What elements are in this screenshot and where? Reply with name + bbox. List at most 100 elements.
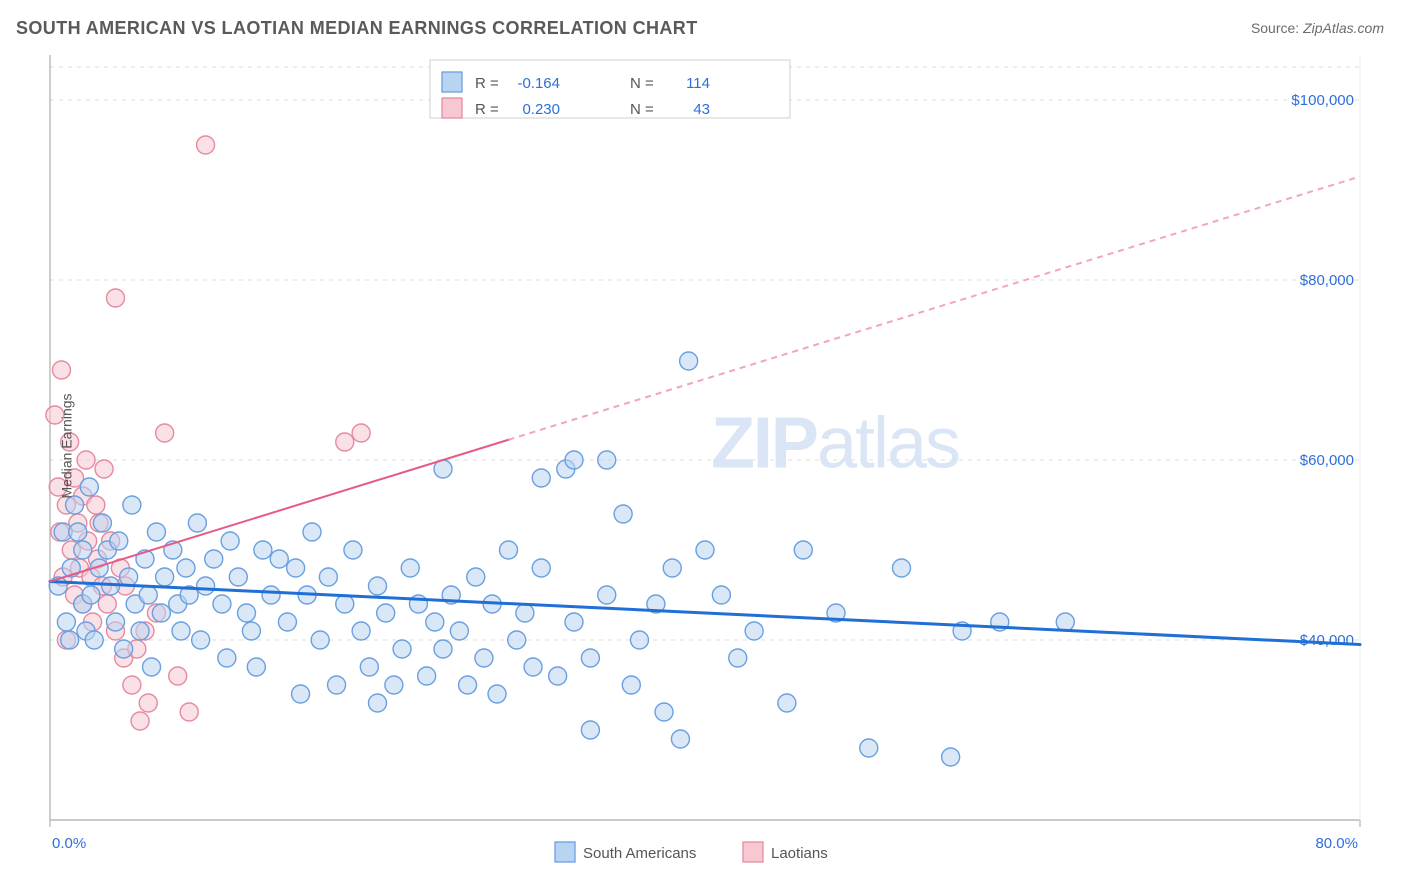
point-south_americans [61, 631, 79, 649]
point-south_americans [369, 577, 387, 595]
point-south_americans [516, 604, 534, 622]
point-south_americans [377, 604, 395, 622]
point-south_americans [85, 631, 103, 649]
point-laotians [107, 289, 125, 307]
point-south_americans [336, 595, 354, 613]
point-laotians [156, 424, 174, 442]
legend-R-value: -0.164 [517, 75, 560, 92]
chart-title: SOUTH AMERICAN VS LAOTIAN MEDIAN EARNING… [16, 18, 698, 39]
point-south_americans [614, 505, 632, 523]
point-south_americans [262, 586, 280, 604]
point-south_americans [488, 685, 506, 703]
source-link[interactable]: ZipAtlas.com [1303, 20, 1384, 36]
point-south_americans [532, 469, 550, 487]
point-laotians [131, 712, 149, 730]
point-south_americans [177, 559, 195, 577]
point-south_americans [152, 604, 170, 622]
y-tick-label: $100,000 [1291, 92, 1354, 109]
point-south_americans [192, 631, 210, 649]
bottom-legend-label: Laotians [771, 845, 828, 862]
point-south_americans [131, 622, 149, 640]
point-laotians [336, 433, 354, 451]
point-south_americans [598, 586, 616, 604]
point-south_americans [352, 622, 370, 640]
point-south_americans [622, 676, 640, 694]
point-south_americans [69, 523, 87, 541]
legend-R-value: 0.230 [522, 101, 560, 118]
point-laotians [139, 694, 157, 712]
point-laotians [169, 667, 187, 685]
trendline-laotians-dashed [509, 177, 1361, 440]
legend-R-label: R = [475, 101, 499, 118]
point-south_americans [238, 604, 256, 622]
point-south_americans [401, 559, 419, 577]
point-south_americans [319, 568, 337, 586]
point-south_americans [631, 631, 649, 649]
point-south_americans [459, 676, 477, 694]
point-south_americans [745, 622, 763, 640]
legend-N-label: N = [630, 75, 654, 92]
point-south_americans [254, 541, 272, 559]
point-south_americans [303, 523, 321, 541]
point-south_americans [663, 559, 681, 577]
point-south_americans [278, 613, 296, 631]
point-south_americans [696, 541, 714, 559]
x-tick-label: 0.0% [52, 835, 86, 852]
point-laotians [95, 460, 113, 478]
point-south_americans [671, 730, 689, 748]
legend-N-value: 114 [686, 75, 710, 92]
point-laotians [352, 424, 370, 442]
point-laotians [98, 595, 116, 613]
point-south_americans [156, 568, 174, 586]
point-south_americans [139, 586, 157, 604]
y-axis-label: Median Earnings [59, 393, 75, 498]
point-south_americans [794, 541, 812, 559]
point-south_americans [221, 532, 239, 550]
point-south_americans [565, 613, 583, 631]
point-laotians [197, 136, 215, 154]
correlation-scatter-chart: $40,000$60,000$80,000$100,0000.0%80.0%ZI… [0, 0, 1406, 892]
point-south_americans [205, 550, 223, 568]
point-south_americans [115, 640, 133, 658]
point-south_americans [418, 667, 436, 685]
point-south_americans [475, 649, 493, 667]
point-south_americans [500, 541, 518, 559]
bottom-legend-swatch [555, 842, 575, 862]
point-south_americans [385, 676, 403, 694]
point-south_americans [426, 613, 444, 631]
point-south_americans [57, 613, 75, 631]
point-south_americans [893, 559, 911, 577]
point-south_americans [565, 451, 583, 469]
point-south_americans [450, 622, 468, 640]
point-laotians [123, 676, 141, 694]
source-prefix: Source: [1251, 20, 1303, 36]
point-south_americans [360, 658, 378, 676]
x-tick-label: 80.0% [1315, 835, 1358, 852]
point-south_americans [508, 631, 526, 649]
point-south_americans [107, 613, 125, 631]
point-laotians [52, 361, 70, 379]
legend-N-label: N = [630, 101, 654, 118]
source-credit: Source: ZipAtlas.com [1251, 20, 1384, 36]
bottom-legend-swatch [743, 842, 763, 862]
point-south_americans [82, 586, 100, 604]
point-south_americans [712, 586, 730, 604]
legend-swatch [442, 98, 462, 118]
point-south_americans [247, 658, 265, 676]
point-south_americans [328, 676, 346, 694]
point-south_americans [680, 352, 698, 370]
legend-R-label: R = [475, 75, 499, 92]
y-tick-label: $60,000 [1300, 452, 1354, 469]
point-laotians [77, 451, 95, 469]
point-south_americans [778, 694, 796, 712]
point-south_americans [110, 532, 128, 550]
point-south_americans [213, 595, 231, 613]
point-south_americans [74, 541, 92, 559]
point-south_americans [188, 514, 206, 532]
point-south_americans [344, 541, 362, 559]
point-south_americans [197, 577, 215, 595]
point-south_americans [93, 514, 111, 532]
point-south_americans [242, 622, 260, 640]
legend-swatch [442, 72, 462, 92]
point-south_americans [287, 559, 305, 577]
